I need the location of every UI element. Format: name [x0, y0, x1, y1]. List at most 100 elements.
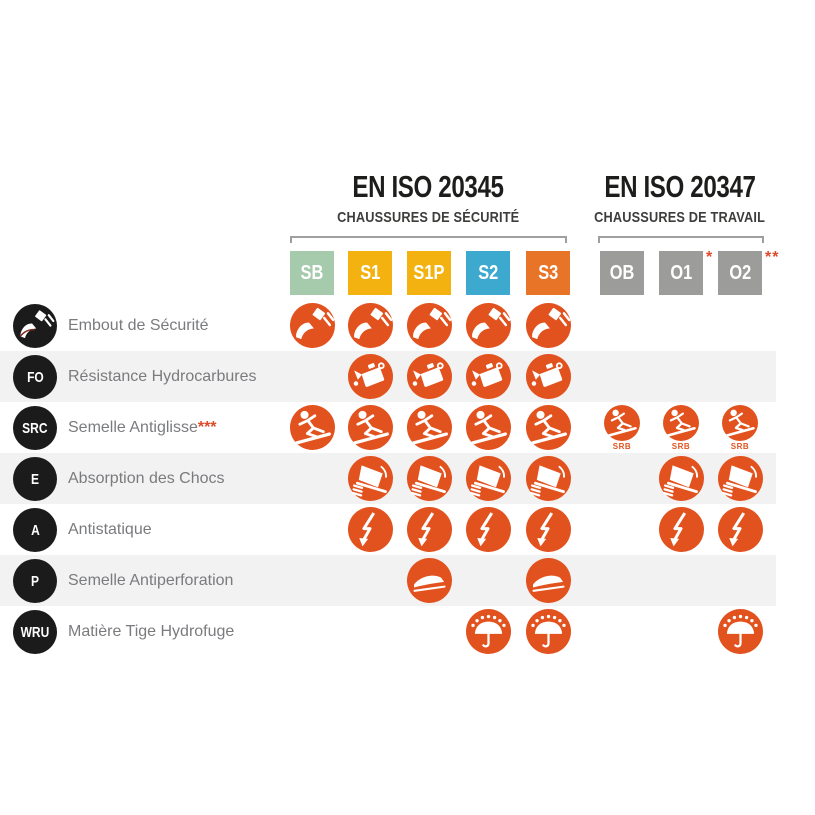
column-chip-s1p: S1P — [407, 251, 451, 295]
lightning-icon — [717, 507, 763, 552]
asterisk-o1: * — [706, 249, 714, 266]
heel-shock-icon — [658, 456, 704, 501]
asterisk-o2: ** — [765, 249, 780, 266]
feature-label-text: Embout de Sécurité — [68, 317, 209, 334]
feature-label-text: Antistatique — [68, 521, 152, 538]
column-chip-ob: OB — [600, 251, 644, 295]
column-chip-label: S2 — [477, 261, 499, 284]
heel-shock-icon — [525, 456, 571, 501]
slip-icon — [663, 405, 699, 441]
feature-label-text: Matière Tige Hydrofuge — [68, 623, 235, 640]
slip-icon — [406, 405, 452, 450]
feature-row-p: P Semelle Antiperforation — [0, 555, 290, 606]
srb-sub-label: SRB — [612, 442, 632, 451]
feature-label-asterisks: *** — [197, 419, 217, 436]
sole-icon — [406, 558, 452, 603]
sole-icon — [525, 558, 571, 603]
oil-can-icon — [406, 354, 452, 399]
toe-cap-icon — [289, 303, 335, 348]
toe-cap-icon — [525, 303, 571, 348]
slip-icon — [465, 405, 511, 450]
lightning-icon — [347, 507, 393, 552]
badge-text: SRC — [22, 419, 48, 437]
badge-text: FO — [26, 368, 44, 386]
column-chip-sb: SB — [290, 251, 334, 295]
src-badge: SRC — [13, 406, 57, 450]
lightning-icon — [658, 507, 704, 552]
a-badge: A — [13, 508, 57, 552]
slip-icon — [347, 405, 393, 450]
heel-shock-icon — [465, 456, 511, 501]
feature-label-text: Semelle Antiperforation — [68, 572, 234, 589]
column-chip-o2: O2 — [718, 251, 762, 295]
column-chip-label: O2 — [729, 261, 751, 284]
heel-shock-icon — [347, 456, 393, 501]
feature-label: Matière Tige Hydrofuge — [68, 606, 234, 657]
bracket-en-iso-20347 — [598, 236, 764, 243]
srb-sub-label: SRB — [730, 442, 750, 451]
column-chip-s1: S1 — [348, 251, 392, 295]
feature-label-text: Résistance Hydrocarbures — [68, 368, 257, 385]
column-chip-label: OB — [609, 261, 635, 284]
standard-title-text: EN ISO 20347 — [604, 169, 756, 204]
toe-cap-icon — [465, 303, 511, 348]
heel-shock-icon — [717, 456, 763, 501]
column-chip-label: S1 — [359, 261, 381, 284]
slip-icon — [289, 405, 335, 450]
column-chip-s2: S2 — [466, 251, 510, 295]
standard-subtitle-text: CHAUSSURES DE SÉCURITÉ — [336, 209, 520, 226]
feature-row-e: E Absorption des Chocs — [0, 453, 290, 504]
oil-can-icon — [347, 354, 393, 399]
feature-row-embout: Embout de Sécurité — [0, 300, 290, 351]
feature-label: Semelle Antiglisse*** — [68, 402, 217, 453]
badge-text: E — [30, 470, 39, 488]
standard-subtitle-travail: CHAUSSURES DE TRAVAIL — [520, 210, 815, 226]
lightning-icon — [406, 507, 452, 552]
feature-label: Antistatique — [68, 504, 152, 555]
column-chip-label: S1P — [413, 261, 445, 284]
feature-label-text: Semelle Antiglisse — [68, 419, 198, 436]
badge-text: A — [30, 521, 40, 539]
wru-badge: WRU — [13, 610, 57, 654]
umbrella-icon — [525, 609, 571, 654]
column-chip-label: O1 — [670, 261, 692, 284]
p-badge: P — [13, 559, 57, 603]
standard-title-text: EN ISO 20345 — [352, 169, 504, 204]
feature-label-text: Absorption des Chocs — [68, 470, 225, 487]
slip-icon — [525, 405, 571, 450]
feature-label: Embout de Sécurité — [68, 300, 209, 351]
umbrella-icon — [465, 609, 511, 654]
heel-shock-icon — [406, 456, 452, 501]
standard-subtitle-securite: CHAUSSURES DE SÉCURITÉ — [268, 210, 588, 226]
srb-sub-label: SRB — [671, 442, 691, 451]
oil-can-icon — [525, 354, 571, 399]
slip-icon — [604, 405, 640, 441]
column-chip-o1: O1 — [659, 251, 703, 295]
oil-can-icon — [465, 354, 511, 399]
feature-row-fo: FO Résistance Hydrocarbures — [0, 351, 290, 402]
feature-row-a: A Antistatique — [0, 504, 290, 555]
feature-label: Résistance Hydrocarbures — [68, 351, 257, 402]
feature-label: Semelle Antiperforation — [68, 555, 233, 606]
lightning-icon — [465, 507, 511, 552]
toe-cap-icon — [406, 303, 452, 348]
e-badge: E — [13, 457, 57, 501]
toe-cap-icon — [347, 303, 393, 348]
badge-text: P — [30, 572, 39, 590]
column-chip-label: S3 — [537, 261, 559, 284]
row-stripe — [0, 555, 776, 606]
standard-subtitle-text: CHAUSSURES DE TRAVAIL — [594, 209, 766, 226]
lightning-icon — [525, 507, 571, 552]
fo-badge: FO — [13, 355, 57, 399]
toe-cap-badge — [13, 304, 57, 348]
column-chip-s3: S3 — [526, 251, 570, 295]
toe-cap-icon — [15, 306, 55, 346]
standard-title-en-iso-20347: EN ISO 20347 — [520, 170, 815, 204]
standard-title-en-iso-20345: EN ISO 20345 — [268, 170, 588, 204]
feature-row-wru: WRU Matière Tige Hydrofuge — [0, 606, 290, 657]
badge-text: WRU — [20, 623, 50, 641]
umbrella-icon — [717, 609, 763, 654]
feature-row-src: SRC Semelle Antiglisse*** — [0, 402, 290, 453]
feature-label: Absorption des Chocs — [68, 453, 225, 504]
